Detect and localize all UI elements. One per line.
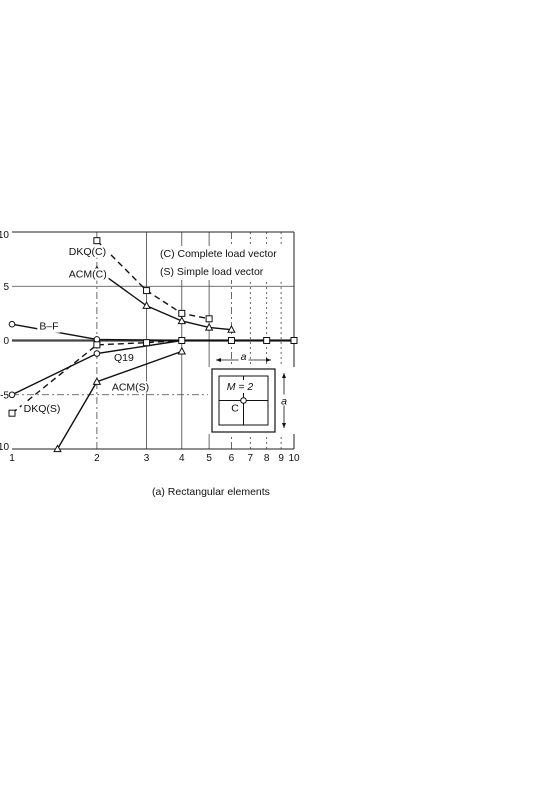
series-label-bg-acm-c (66, 268, 109, 281)
point-dkq-c-0 (93, 237, 101, 245)
series-label-b-f: B–F (39, 321, 58, 333)
inset-m-label-bg (224, 380, 256, 393)
inset-center-node (240, 397, 247, 404)
point-acm-s-2 (177, 346, 187, 355)
point-acm-s-1 (92, 377, 102, 385)
inset-dim-top-arrow-right (266, 358, 271, 362)
x-tick-label-7: 7 (248, 453, 254, 464)
point-acm-s-0 (53, 444, 62, 453)
point-dkq-s-0 (8, 409, 16, 417)
y-tick-label-0: 0 (3, 336, 9, 347)
x-tick-label-5: 5 (206, 453, 212, 464)
x-tick-label-8: 8 (264, 453, 270, 464)
inset-dim-side-label: a (281, 396, 287, 408)
point-acm-c-3 (204, 322, 214, 331)
series-label-acm-s: ACM(S) (112, 381, 149, 393)
point-dkq-s-5 (263, 337, 271, 344)
element-inset: M = 2 Ca a (208, 351, 301, 434)
inset-outer-square (211, 368, 276, 433)
y-tick-label-10: 10 (0, 230, 9, 241)
series-label-dkq-c: DKQ(C) (69, 246, 106, 258)
point-dkq-s-3 (178, 337, 186, 344)
point-dkq-s-6 (290, 337, 298, 344)
series-line-acm-s (56, 350, 183, 450)
point-q19-1 (93, 350, 101, 357)
legend: (C) Complete load vector (S) Simple load… (158, 246, 282, 280)
series-label-bg-acm-s (109, 381, 152, 394)
x-tick-label-6: 6 (229, 453, 235, 464)
point-b-f-0 (8, 320, 16, 328)
x-tick-label-2: 2 (94, 453, 100, 464)
series-label-bg-b-f (37, 320, 61, 333)
point-q19-0 (8, 391, 16, 399)
legend-background (158, 246, 282, 280)
point-dkq-s-2 (143, 339, 151, 347)
series-label-q19: Q19 (114, 352, 134, 364)
x-tick-label-3: 3 (144, 453, 150, 464)
point-dkq-c-3 (205, 315, 213, 323)
y-tick-label--10: -10 (0, 442, 9, 453)
inset-m-label: M = 2 (227, 381, 254, 393)
point-acm-c-4 (227, 325, 236, 333)
point-dkq-s-4 (227, 337, 235, 344)
series-labels: DKQ(C) ACM(C) B–F Q19 DKQ(S) ACM(S) (21, 245, 152, 416)
inset-dim-side-arrow-top (282, 373, 286, 378)
series-line-dkq-c (96, 240, 210, 320)
inset-dim-side-arrow-bottom (282, 423, 286, 428)
point-dkq-c-1 (143, 287, 151, 295)
point-acm-c-1 (142, 301, 151, 309)
inset-dim-side-label-bg (280, 394, 288, 406)
legend-complete-text: (C) Complete load vector (160, 248, 277, 260)
x-tick-label-1: 1 (9, 453, 15, 464)
inset-dim-top-label-bg (238, 352, 249, 362)
legend-simple-text: (S) Simple load vector (160, 266, 264, 278)
point-acm-c-2 (177, 316, 187, 325)
series-label-bg-dkq-s (21, 403, 64, 416)
y-tick-label-5: 5 (3, 282, 9, 293)
series-label-bg-dkq-c (66, 245, 109, 258)
point-dkq-s-1 (93, 341, 101, 349)
tick-labels: 1 2 3 4 5 6 789 10 10 5 0 -5 -10 (0, 230, 300, 464)
x-tick-label-9: 9 (278, 453, 284, 464)
figure-caption: (a) Rectangular elements (152, 486, 270, 498)
point-dkq-c-2 (178, 309, 186, 317)
series-label-bg-q19 (112, 352, 135, 365)
x-tick-label-4: 4 (179, 453, 185, 464)
series-label-acm-c: ACM(C) (69, 269, 107, 281)
series-label-dkq-s: DKQ(S) (24, 403, 61, 415)
inset-dim-top-arrow-left (216, 358, 221, 362)
inset-c-label: C (231, 403, 239, 415)
inset-dim-top-label: a (241, 351, 247, 363)
x-tick-label-10: 10 (288, 453, 300, 464)
y-tick-label--5: -5 (0, 390, 9, 401)
